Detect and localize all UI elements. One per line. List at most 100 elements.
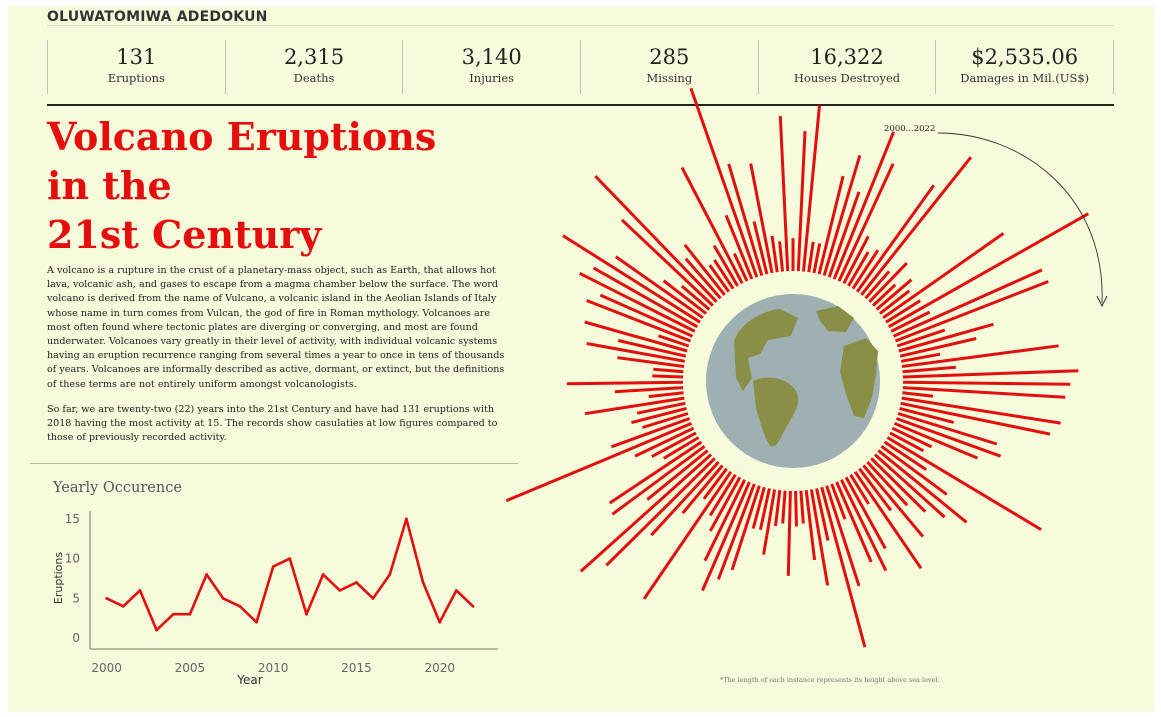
eruption-bar [802,105,821,272]
range-arrow-head [1096,295,1108,308]
data-point [321,573,325,576]
eruption-bar [835,481,873,563]
data-point [288,557,292,561]
eruption-bar [875,278,913,311]
eruption-bar [899,406,955,424]
page-title: Volcano Eruptions in the 21st Century [47,112,527,259]
eruption-bar [712,244,739,287]
eruption-bar [882,232,1005,320]
eruption-bar [862,464,925,538]
eruption-bar [594,175,718,303]
line-chart-axes: 0 5 10 15 2000 2005 2010 2015 2020 Year Eruptions [52,511,498,687]
kpi-label: Eruptions [107,71,165,85]
eruption-bar [762,489,777,555]
eruption-bar [860,156,973,296]
x-tick-label: 2000 [91,661,122,675]
eruption-bar [898,322,994,353]
kpi-missing: 285 Missing [580,40,758,94]
eruption-bar [758,488,771,531]
range-arrow [937,132,1103,304]
eruption-bar [689,87,759,278]
data-point [171,612,175,616]
data-point [421,581,425,584]
eruption-bar [842,235,870,285]
eruption-bar [786,490,792,576]
data-point [221,596,225,600]
eruption-bar [870,457,927,513]
eruption-bar [851,249,880,290]
eruption-bar [683,243,726,296]
eruption-bar [886,436,1042,531]
eruption-bar [891,426,933,449]
eruption-bar [584,320,688,353]
eruption-bar [749,163,774,274]
data-point [105,596,109,600]
eruption-bar [825,485,861,587]
eruption-bar [902,391,934,398]
eruption-bar [840,479,888,572]
eruption-bar [636,401,686,415]
eruption-bar [820,486,867,648]
eruption-bar [708,476,742,532]
radial-bars [505,87,1090,648]
eruption-bar [901,344,1059,368]
eruption-bar [817,175,845,275]
kpi-value: 131 [116,45,157,69]
data-point [255,620,258,624]
title-line-1: Volcano Eruptions [47,114,437,159]
kpi-houses-destroyed: 16,322 Houses Destroyed [757,40,936,94]
eruption-bar [812,243,822,274]
eruption-bar [617,339,687,358]
eruption-bar [895,417,1002,458]
eruption-bar [752,221,769,275]
kpi-injuries: 3,140 Injuries [402,40,580,94]
footnote: *The length of each instance represents … [720,676,940,684]
kpi-value: 3,140 [461,45,522,69]
data-point [205,573,208,576]
eruption-bar [849,473,870,505]
eruption-bar [592,266,699,329]
globe-land-africa [753,377,799,447]
eruption-bar [620,218,714,307]
globe-land-europe [816,306,854,332]
range-label: 2000...2022 [884,124,936,134]
header-divider [47,25,1114,26]
data-point [188,612,192,616]
eruption-bar [730,485,761,571]
kpi-eruptions: 131 Eruptions [47,40,225,94]
eruption-bar [880,445,948,496]
kpi-value: 16,322 [810,45,884,69]
eruption-bar [781,490,787,524]
eruption-bar [646,449,709,501]
eruption-bar [864,270,891,300]
eruption-bar [832,131,895,280]
eruption-bar [889,431,925,453]
eruption-bar [562,234,701,324]
line-chart-title: Yearly Occurence [53,480,182,496]
eruption-bar [599,293,694,338]
eruption-bar [681,464,724,515]
eruption-bar [796,131,807,272]
globe-icon [689,277,897,485]
eruption-bar [751,486,766,529]
kpi-label: Deaths [293,71,335,85]
data-point [454,589,458,592]
eruption-bar [651,431,697,458]
x-tick-label: 2020 [424,661,455,675]
eruption-bar [902,365,956,374]
eruption-bar [878,289,911,315]
eruption-bar [809,489,830,586]
eruption-bar [837,163,895,282]
eruption-bar [566,380,684,386]
author-name: OLUWATOMIWA ADEDOKUN [47,9,268,25]
eruption-bar [804,490,817,561]
kpi-label: Missing [646,71,693,85]
data-point [355,581,358,584]
eruption-bar [727,163,764,276]
radial-chart [505,87,1108,648]
y-tick-label: 15 [65,512,80,526]
kpi-value: 2,315 [283,45,345,69]
eruption-bar [505,422,693,503]
x-tick-label: 2015 [341,661,372,675]
kpi-label: Injuries [469,71,515,85]
